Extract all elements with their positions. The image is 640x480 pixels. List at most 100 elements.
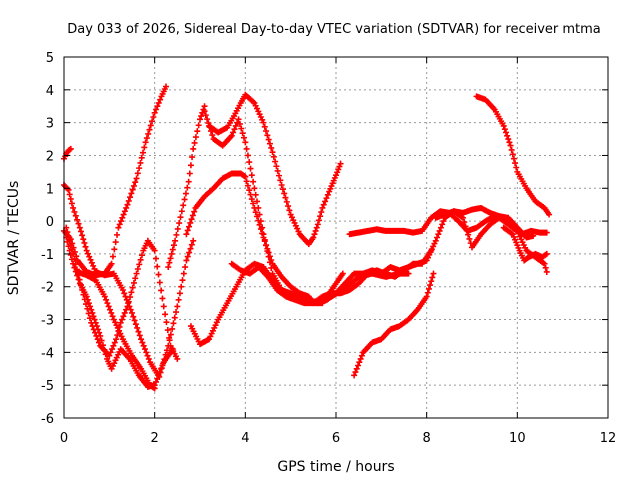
data-point [139, 339, 146, 346]
data-point [112, 239, 119, 246]
x-axis-label: GPS time / hours [277, 459, 394, 475]
data-point [314, 221, 321, 228]
y-tick-label: -1 [41, 248, 54, 263]
data-point [67, 145, 74, 152]
data-point [190, 145, 197, 152]
data-point [232, 122, 239, 129]
data-point [182, 190, 189, 197]
series-16 [473, 93, 553, 218]
data-point [170, 320, 177, 327]
data-point [268, 144, 275, 151]
data-point [260, 231, 267, 238]
data-point [164, 327, 171, 334]
data-point [156, 369, 163, 376]
data-point [151, 247, 158, 254]
data-point [187, 219, 194, 226]
data-point [138, 336, 145, 343]
data-point [66, 247, 73, 254]
data-point [123, 204, 130, 211]
data-point [134, 170, 141, 177]
data-point [162, 311, 169, 318]
data-point [461, 219, 468, 226]
data-point [124, 201, 131, 208]
data-point [235, 116, 242, 123]
data-point [259, 224, 266, 231]
y-tick-label: 4 [46, 84, 54, 99]
data-point [281, 190, 288, 197]
data-point [130, 279, 137, 286]
data-point [269, 149, 276, 156]
data-point [67, 252, 74, 259]
data-point [81, 239, 88, 246]
data-point [186, 170, 193, 177]
data-point [166, 259, 173, 266]
data-point [259, 230, 266, 237]
data-point [424, 289, 431, 296]
data-point [89, 309, 96, 316]
data-point [250, 200, 257, 207]
data-point [465, 231, 472, 238]
data-point [138, 154, 145, 161]
data-point [261, 236, 268, 243]
data-point [159, 362, 166, 369]
data-point [264, 248, 271, 255]
data-point [76, 224, 83, 231]
data-point [183, 231, 190, 238]
data-point [311, 231, 318, 238]
data-point [253, 198, 260, 205]
data-point [317, 213, 324, 220]
data-point [205, 120, 212, 127]
data-point [154, 375, 161, 382]
data-point [153, 106, 160, 113]
data-point [79, 232, 86, 239]
data-point [130, 313, 137, 320]
data-point [501, 126, 508, 133]
data-point [244, 182, 251, 189]
data-point [133, 175, 140, 182]
y-tick-label: 2 [46, 149, 54, 164]
data-point [500, 122, 507, 129]
data-point [88, 259, 95, 266]
data-point [194, 128, 201, 135]
data-point [128, 289, 135, 296]
data-point [184, 227, 191, 234]
data-point [240, 134, 247, 141]
data-point [140, 149, 147, 156]
data-point [111, 339, 118, 346]
data-point [110, 342, 117, 349]
data-point [141, 144, 148, 151]
data-point [172, 237, 179, 244]
data-point [105, 303, 112, 310]
data-point [208, 128, 215, 135]
data-point [248, 196, 255, 203]
x-tick-label: 2 [151, 431, 159, 446]
data-point [138, 252, 145, 259]
y-axis-label: SDTVAR / TECUs [6, 181, 22, 296]
data-point [129, 284, 136, 291]
data-point [80, 236, 87, 243]
data-point [169, 346, 176, 353]
data-point [155, 271, 162, 278]
data-point [243, 178, 250, 185]
data-point [336, 163, 343, 170]
data-point [114, 332, 121, 339]
data-point [429, 274, 436, 281]
y-tick-label: -6 [41, 412, 54, 427]
data-point [246, 159, 253, 166]
data-point [90, 313, 97, 320]
data-point [114, 231, 121, 238]
data-point [121, 208, 128, 215]
data-point [160, 303, 167, 310]
data-point [64, 229, 71, 236]
data-point [236, 120, 243, 127]
data-point [146, 126, 153, 133]
data-point [108, 260, 115, 267]
data-point [425, 285, 432, 292]
data-point [70, 260, 77, 267]
data-point [125, 197, 132, 204]
x-tick-label: 10 [509, 431, 526, 446]
data-point [192, 134, 199, 141]
data-point [182, 264, 189, 271]
data-point [463, 227, 470, 234]
data-point [66, 146, 73, 153]
